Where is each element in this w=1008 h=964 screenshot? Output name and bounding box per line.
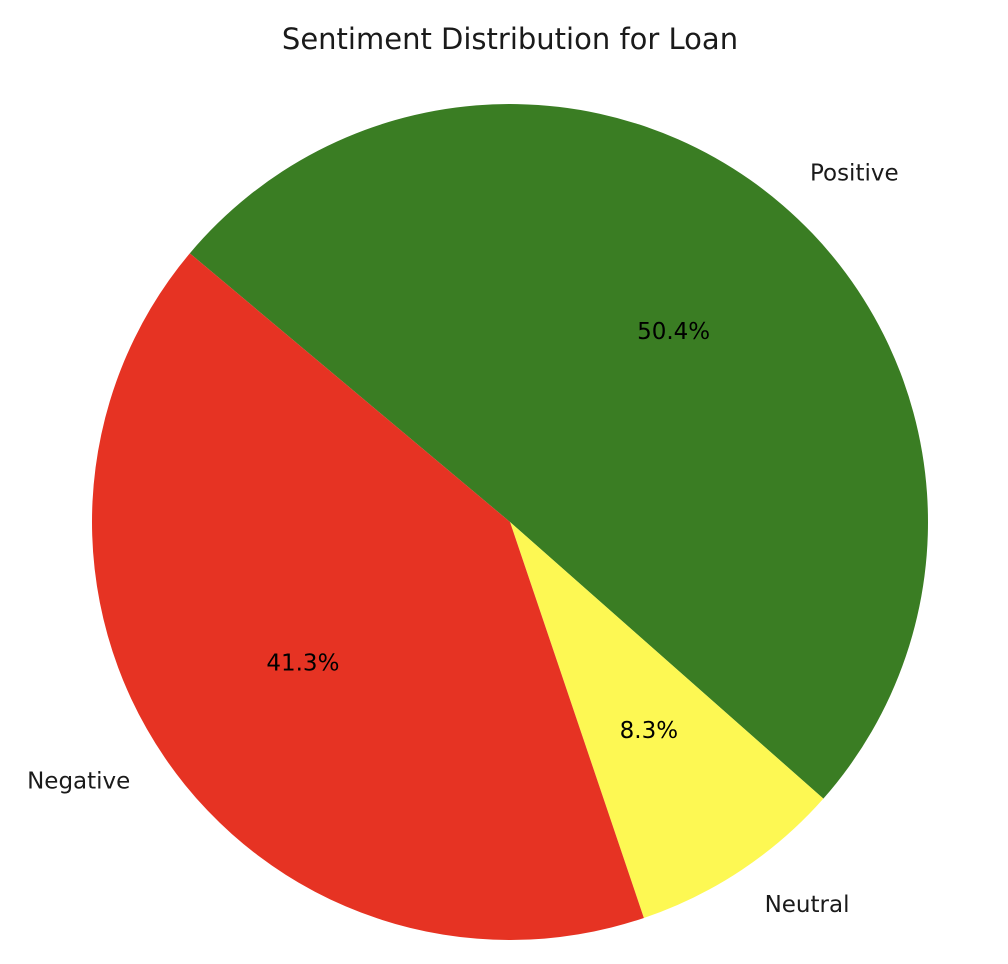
slice-label-neutral: Neutral xyxy=(765,892,850,918)
pie-slice-neutral xyxy=(510,522,824,918)
slice-percent-positive: 50.4% xyxy=(637,319,710,345)
slice-percent-negative: 41.3% xyxy=(266,650,339,676)
slice-label-negative: Negative xyxy=(27,768,130,794)
slice-label-positive: Positive xyxy=(810,161,899,187)
slice-percent-neutral: 8.3% xyxy=(620,718,678,744)
pie-slice-positive xyxy=(189,103,929,799)
pie-slices xyxy=(91,103,929,940)
pie-labels: Positive 50.4% Neutral 8.3% Negative 41.3% xyxy=(27,161,899,918)
chart-title: Sentiment Distribution for Loan xyxy=(282,22,738,56)
pie-slice-negative xyxy=(91,253,644,940)
